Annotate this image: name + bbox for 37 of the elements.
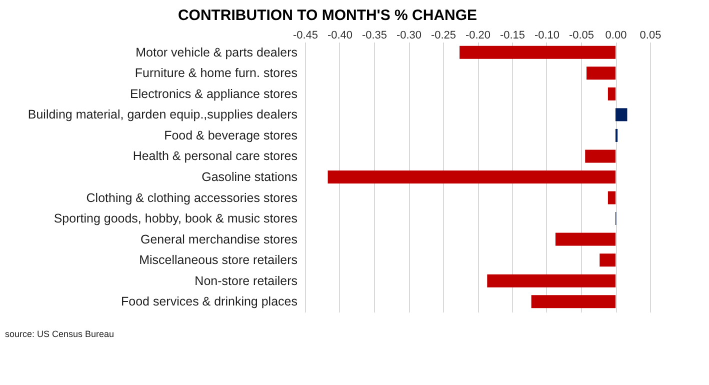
- bar: [555, 232, 616, 246]
- bar: [585, 150, 616, 163]
- y-tick-label: Furniture & home furn. stores: [134, 66, 298, 80]
- y-tick-label: Sporting goods, hobby, book & music stores: [54, 212, 298, 226]
- y-tick-label: General merchandise stores: [140, 232, 298, 246]
- bar: [487, 274, 616, 288]
- chart-title: CONTRIBUTION TO MONTH'S % CHANGE: [178, 7, 478, 24]
- y-tick-label: Miscellaneous store retailers: [139, 253, 298, 268]
- x-tick-label: 0.00: [605, 30, 627, 42]
- x-tick-label: -0.40: [327, 30, 353, 42]
- y-tick-label: Non-store retailers: [194, 274, 298, 288]
- x-tick-label: -0.30: [396, 30, 422, 42]
- y-tick-label: Health & personal care stores: [132, 149, 298, 164]
- x-tick-label: -0.15: [500, 30, 526, 42]
- y-tick-label: Electronics & appliance stores: [130, 86, 298, 101]
- x-tick-label: -0.45: [292, 30, 318, 42]
- y-tick-label: Food services & drinking places: [121, 294, 298, 309]
- x-tick-label: -0.05: [568, 30, 594, 42]
- x-tick-label: -0.25: [430, 30, 456, 42]
- y-tick-label: Clothing & clothing accessories stores: [86, 190, 298, 205]
- bar: [531, 295, 616, 308]
- bar: [586, 66, 616, 80]
- bar: [600, 254, 616, 267]
- bar: [460, 46, 616, 59]
- bar: [616, 108, 628, 122]
- x-tick-label: 0.05: [640, 30, 662, 42]
- bar: [328, 170, 616, 184]
- x-tick-label: -0.10: [534, 30, 560, 42]
- bar: [608, 87, 616, 100]
- y-tick-label: Building material, garden equip.,supplies dealers: [28, 108, 298, 122]
- bar: [608, 191, 616, 204]
- y-tick-label: Motor vehicle & parts dealers: [136, 45, 298, 60]
- x-tick-label: -0.35: [362, 30, 388, 42]
- y-tick-label: Food & beverage stores: [164, 128, 298, 142]
- x-tick-label: -0.20: [465, 30, 491, 42]
- source-note: source: US Census Bureau: [5, 329, 114, 339]
- y-tick-label: Gasoline stations: [202, 170, 298, 184]
